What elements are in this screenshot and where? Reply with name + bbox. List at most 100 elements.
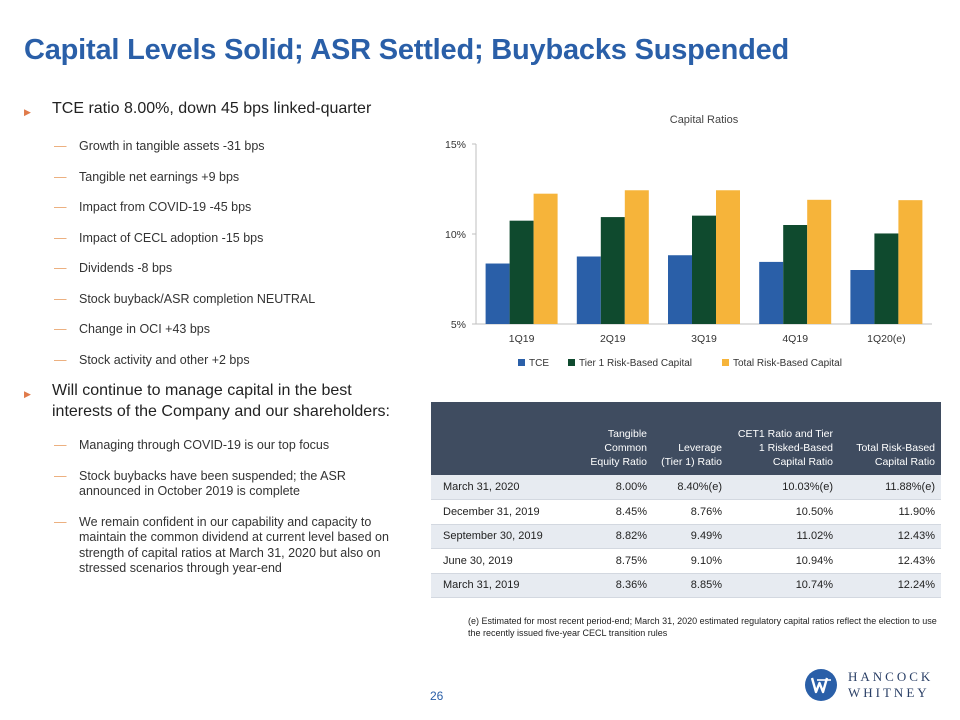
table-cell: 8.85% <box>653 573 728 598</box>
legend-label: Tier 1 Risk-Based Capital <box>579 358 692 369</box>
y-tick-label: 10% <box>445 229 466 241</box>
sub-bullet: — Growth in tangible assets -31 bps <box>54 139 396 155</box>
table-cell: 12.24% <box>839 573 941 598</box>
table-cell: 11.88%(e) <box>839 475 941 500</box>
x-tick-label: 3Q19 <box>691 333 717 345</box>
bar-total-risk-based-capital <box>807 199 832 324</box>
table-row: December 31, 2019 8.45% 8.76% 10.50% 11.… <box>431 499 941 524</box>
table-cell: 8.40%(e) <box>653 475 728 500</box>
page-title: Capital Levels Solid; ASR Settled; Buyba… <box>24 34 790 66</box>
dash-bullet-icon: — <box>54 200 67 214</box>
sub-bullet-text: Growth in tangible assets -31 bps <box>79 139 265 153</box>
legend-swatch <box>568 359 575 366</box>
dash-bullet-icon: — <box>54 169 67 184</box>
capital-ratios-chart: Capital Ratios 5% 10% 15% 1Q19 2Q19 3Q19 4Q19 1Q… <box>430 108 942 378</box>
bullet-text: Will continue to manage capital in the b… <box>52 382 390 420</box>
table-cell: 11.02% <box>728 524 839 549</box>
dash-bullet-icon: — <box>54 468 67 483</box>
table-cell: 9.49% <box>653 524 728 549</box>
table-cell: 12.43% <box>839 548 941 573</box>
table-row: March 31, 2019 8.36% 8.85% 10.74% 12.24% <box>431 573 941 598</box>
capital-ratios-table: Tangible Common Equity Ratio Leverage (T… <box>431 402 941 598</box>
table-cell: 10.50% <box>728 499 839 524</box>
dash-bullet-icon: — <box>54 261 67 275</box>
table-row: September 30, 2019 8.82% 9.49% 11.02% 12… <box>431 524 941 549</box>
sub-bullet: — We remain confident in our capability a… <box>54 515 396 577</box>
sub-bullet: — Stock activity and other +2 bps <box>54 353 396 369</box>
legend-swatch <box>518 359 525 366</box>
company-logo: HANCOCK WHITNEY <box>804 668 933 702</box>
table-header-cell <box>431 402 581 475</box>
table-cell: 11.90% <box>839 499 941 524</box>
logo-text-line1: HANCOCK <box>848 669 934 684</box>
table-cell: 8.45% <box>581 499 653 524</box>
table-cell: 8.82% <box>581 524 653 549</box>
legend-label: Total Risk-Based Capital <box>733 358 842 369</box>
dash-bullet-icon: — <box>54 514 67 529</box>
table-cell: 9.10% <box>653 548 728 573</box>
sub-bullet: — Dividends -8 bps <box>54 261 396 277</box>
legend-swatch <box>722 359 729 366</box>
table-cell: 8.75% <box>581 548 653 573</box>
sub-bullet-text: Impact from COVID-19 -45 bps <box>79 200 252 214</box>
x-tick-label: 1Q20(e) <box>867 333 906 345</box>
table-cell: 8.00% <box>581 475 653 500</box>
table-cell: 10.74% <box>728 573 839 598</box>
bullet-text: TCE ratio 8.00%, down 45 bps linked-quar… <box>52 100 372 117</box>
sub-bullet-text: Impact of CECL adoption -15 bps <box>79 230 264 245</box>
bar-tier-1-risk-based-capital <box>600 217 625 324</box>
bar-tier-1-risk-based-capital <box>509 220 534 324</box>
triangle-bullet-icon: ▶ <box>24 389 31 399</box>
sub-bullet: — Managing through COVID-19 is our top fo… <box>54 438 396 454</box>
table-cell: 10.94% <box>728 548 839 573</box>
table-cell: March 31, 2020 <box>431 475 581 500</box>
bar-tce <box>485 263 510 324</box>
chart-svg: Capital Ratios 5% 10% 15% 1Q19 2Q19 3Q19 4Q19 1Q… <box>445 114 932 369</box>
hancock-whitney-logo-icon <box>805 669 837 701</box>
bullet-list: ▶ TCE ratio 8.00%, down 45 bps linked-qu… <box>24 98 396 592</box>
dash-bullet-icon: — <box>54 322 67 336</box>
page-number: 26 <box>430 689 444 703</box>
legend-label: TCE <box>529 358 549 369</box>
x-tick-label: 1Q19 <box>509 333 535 345</box>
footnote: (e) Estimated for most recent period-end… <box>468 616 937 638</box>
bar-tce <box>759 261 784 324</box>
table-cell: December 31, 2019 <box>431 499 581 524</box>
triangle-bullet-icon: ▶ <box>24 107 31 117</box>
y-tick-label: 15% <box>445 139 466 151</box>
sub-bullet: — Impact from COVID-19 -45 bps <box>54 200 396 216</box>
sub-bullet-text: Stock buybacks have been suspended; the … <box>79 468 346 499</box>
table-row: June 30, 2019 8.75% 9.10% 10.94% 12.43% <box>431 548 941 573</box>
sub-bullet: — Stock buybacks have been suspended; the… <box>54 469 396 500</box>
table-header-cell: Tangible Common Equity Ratio <box>581 402 653 475</box>
sub-bullet-text: Change in OCI +43 bps <box>79 322 210 336</box>
sub-bullet-text: We remain confident in our capability an… <box>79 514 389 576</box>
bar-tier-1-risk-based-capital <box>692 215 716 324</box>
sub-bullet: — Impact of CECL adoption -15 bps <box>54 231 396 247</box>
table-cell: 10.03%(e) <box>728 475 839 500</box>
table-header-cell: CET1 Ratio and Tier 1 Risked-Based Capit… <box>728 402 839 475</box>
table-cell: 8.76% <box>653 499 728 524</box>
table-cell: September 30, 2019 <box>431 524 581 549</box>
sub-bullet-text: Tangible net earnings +9 bps <box>79 169 240 184</box>
bar-tier-1-risk-based-capital <box>874 233 899 324</box>
y-tick-label: 5% <box>451 319 466 331</box>
logo-text-line2: WHITNEY <box>848 685 930 700</box>
table-cell: June 30, 2019 <box>431 548 581 573</box>
sub-bullet: — Change in OCI +43 bps <box>54 322 396 338</box>
bar-total-risk-based-capital <box>716 190 740 324</box>
sub-bullet-text: Stock buyback/ASR completion NEUTRAL <box>79 291 316 306</box>
table-cell: March 31, 2019 <box>431 573 581 598</box>
dash-bullet-icon: — <box>54 139 67 153</box>
sub-bullet-text: Managing through COVID-19 is our top foc… <box>79 438 330 452</box>
dash-bullet-icon: — <box>54 438 67 452</box>
table-header-row: Tangible Common Equity Ratio Leverage (T… <box>431 402 941 475</box>
x-tick-label: 2Q19 <box>600 333 626 345</box>
bar-total-risk-based-capital <box>898 200 923 324</box>
bar-total-risk-based-capital <box>624 190 649 324</box>
x-tick-label: 4Q19 <box>782 333 808 345</box>
chart-title: Capital Ratios <box>670 114 739 126</box>
bar-tier-1-risk-based-capital <box>783 225 808 324</box>
bar-tce <box>576 256 601 324</box>
dash-bullet-icon: — <box>54 352 67 367</box>
